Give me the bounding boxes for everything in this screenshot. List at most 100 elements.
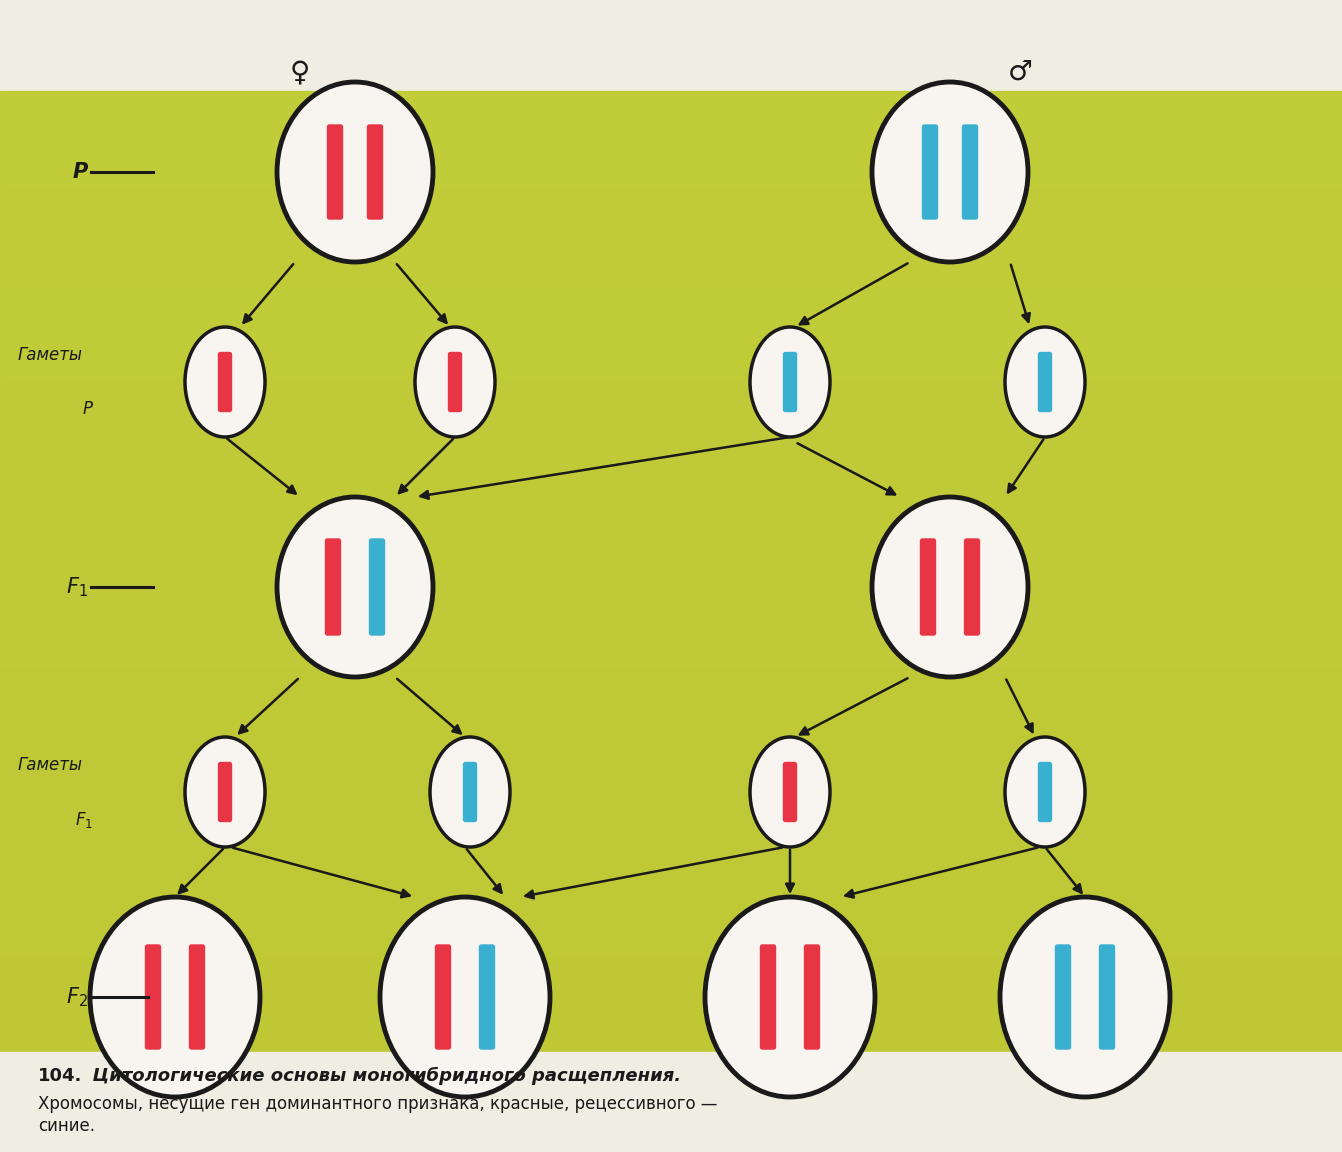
Ellipse shape: [185, 737, 264, 847]
Bar: [0, 897, 1342, 918]
FancyBboxPatch shape: [189, 945, 204, 1049]
Bar: [0, 859, 1342, 879]
Bar: [0, 244, 1342, 265]
Text: синие.: синие.: [38, 1117, 95, 1135]
Bar: [0, 647, 1342, 668]
Text: $F_1$: $F_1$: [66, 575, 89, 599]
Text: $F_2$: $F_2$: [66, 985, 89, 1009]
Bar: [0, 168, 1342, 188]
Bar: [0, 609, 1342, 630]
Bar: [0, 955, 1342, 976]
Bar: [0, 417, 1342, 438]
Text: Гаметы: Гаметы: [17, 756, 83, 774]
Text: $F_1$: $F_1$: [75, 810, 93, 829]
Bar: [0, 514, 1342, 533]
FancyBboxPatch shape: [962, 126, 977, 219]
FancyBboxPatch shape: [368, 126, 382, 219]
Bar: [0, 782, 1342, 803]
Bar: [0, 552, 1342, 573]
FancyBboxPatch shape: [219, 763, 232, 821]
FancyBboxPatch shape: [479, 945, 494, 1049]
FancyBboxPatch shape: [921, 539, 935, 635]
Text: P: P: [83, 400, 93, 418]
Ellipse shape: [750, 737, 829, 847]
Ellipse shape: [872, 497, 1028, 677]
Bar: [0, 91, 1342, 112]
Bar: [0, 571, 1342, 591]
Text: Цитологические основы моногибридного расщепления.: Цитологические основы моногибридного рас…: [81, 1067, 682, 1085]
Bar: [0, 667, 1342, 688]
Ellipse shape: [415, 327, 495, 437]
Bar: [0, 725, 1342, 745]
Bar: [0, 840, 1342, 861]
FancyBboxPatch shape: [369, 539, 385, 635]
FancyBboxPatch shape: [804, 945, 820, 1049]
Bar: [0, 283, 1342, 303]
Bar: [0, 226, 1342, 245]
Text: P: P: [72, 162, 89, 182]
Text: ♂: ♂: [1008, 58, 1032, 86]
Text: Хромосомы, несущие ген доминантного признака, красные, рецессивного —: Хромосомы, несущие ген доминантного приз…: [38, 1096, 718, 1113]
Bar: [0, 494, 1342, 515]
Ellipse shape: [750, 327, 829, 437]
Bar: [0, 917, 1342, 937]
FancyBboxPatch shape: [1099, 945, 1114, 1049]
Bar: [0, 206, 1342, 227]
FancyBboxPatch shape: [784, 353, 797, 411]
Bar: [0, 802, 1342, 821]
Ellipse shape: [185, 327, 264, 437]
FancyBboxPatch shape: [448, 353, 462, 411]
Text: ♀: ♀: [290, 58, 310, 86]
Bar: [0, 92, 1342, 1052]
Bar: [0, 744, 1342, 764]
Text: Гаметы: Гаметы: [17, 346, 83, 364]
Bar: [0, 705, 1342, 726]
Bar: [0, 993, 1342, 1014]
Ellipse shape: [90, 897, 260, 1097]
Bar: [0, 399, 1342, 418]
Bar: [0, 878, 1342, 899]
Bar: [0, 302, 1342, 323]
Bar: [0, 475, 1342, 495]
Ellipse shape: [872, 82, 1028, 262]
Bar: [0, 321, 1342, 342]
Ellipse shape: [276, 497, 433, 677]
FancyBboxPatch shape: [1039, 353, 1052, 411]
Bar: [0, 0, 1342, 92]
Bar: [0, 111, 1342, 130]
Bar: [0, 359, 1342, 380]
Bar: [0, 129, 1342, 150]
Ellipse shape: [380, 897, 550, 1097]
Ellipse shape: [1005, 327, 1084, 437]
FancyBboxPatch shape: [784, 763, 797, 821]
Bar: [0, 820, 1342, 841]
FancyBboxPatch shape: [1039, 763, 1052, 821]
FancyBboxPatch shape: [145, 945, 161, 1049]
Bar: [0, 629, 1342, 649]
Ellipse shape: [705, 897, 875, 1097]
Ellipse shape: [1005, 737, 1084, 847]
FancyBboxPatch shape: [327, 126, 342, 219]
Bar: [0, 687, 1342, 706]
Bar: [0, 935, 1342, 956]
FancyBboxPatch shape: [965, 539, 980, 635]
FancyBboxPatch shape: [463, 763, 476, 821]
FancyBboxPatch shape: [326, 539, 341, 635]
Bar: [0, 975, 1342, 994]
FancyBboxPatch shape: [922, 126, 938, 219]
Bar: [0, 763, 1342, 783]
Bar: [0, 532, 1342, 553]
Text: 104.: 104.: [38, 1067, 82, 1085]
Bar: [0, 341, 1342, 361]
Bar: [0, 264, 1342, 285]
FancyBboxPatch shape: [1056, 945, 1071, 1049]
Bar: [0, 456, 1342, 476]
Bar: [0, 379, 1342, 400]
Bar: [0, 1013, 1342, 1033]
Ellipse shape: [276, 82, 433, 262]
Bar: [0, 1032, 1342, 1052]
Bar: [0, 1052, 1342, 1152]
Ellipse shape: [429, 737, 510, 847]
Bar: [0, 187, 1342, 207]
Bar: [0, 149, 1342, 169]
